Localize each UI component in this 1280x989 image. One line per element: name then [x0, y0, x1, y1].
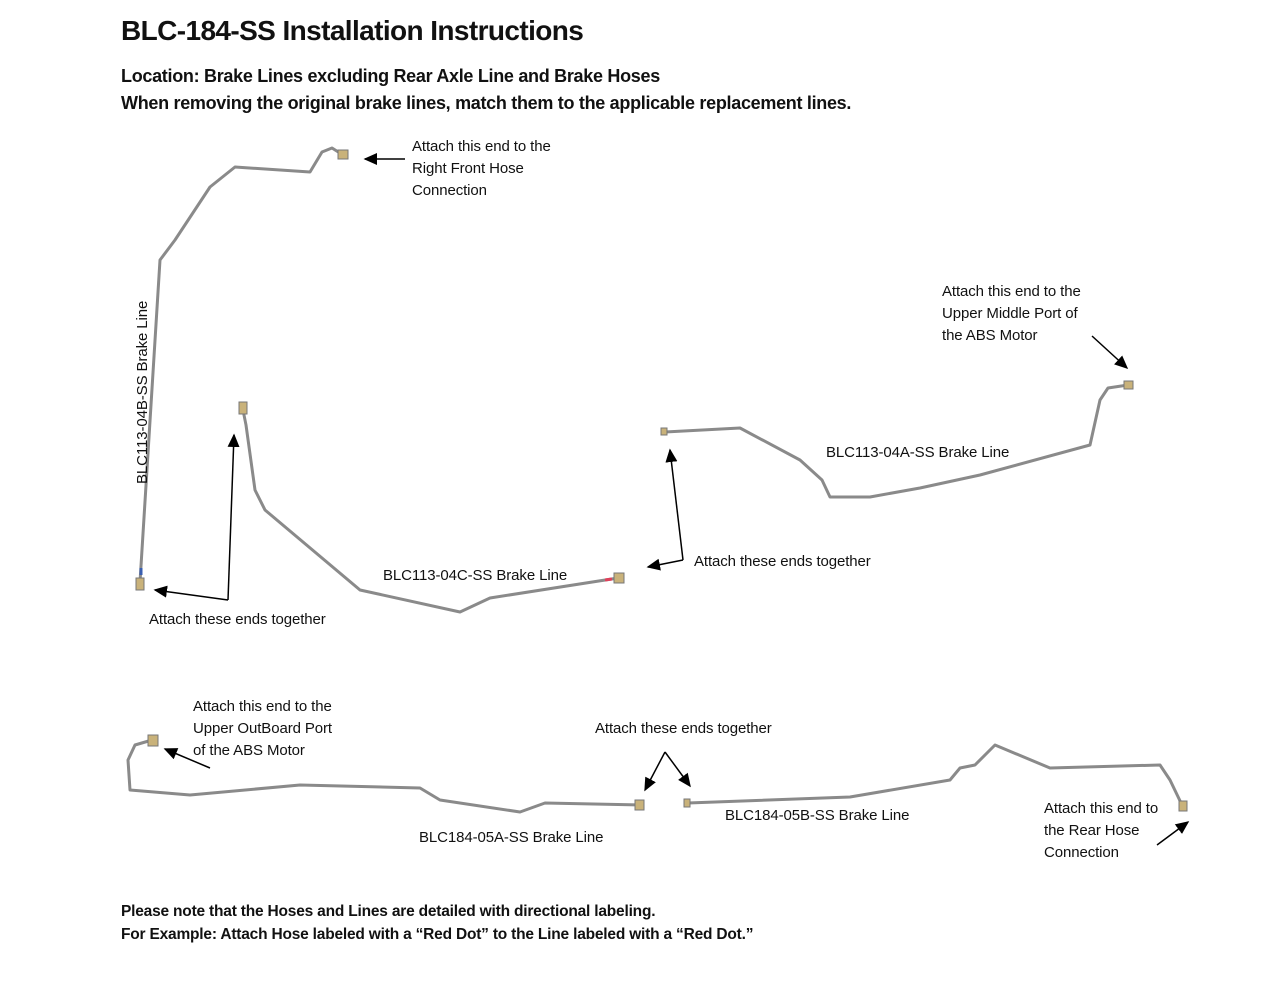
- label-upper-middle: Attach this end to the Upper Middle Port…: [942, 281, 1081, 347]
- label-line: of the ABS Motor: [193, 742, 305, 759]
- label-line: Attach this end to: [1044, 800, 1159, 817]
- label-together-3: Attach these ends together: [595, 720, 772, 737]
- brake-line-04b: [138, 146, 345, 584]
- fitting: [147, 734, 159, 747]
- arrow: [664, 751, 691, 788]
- label-line-05b: BLC184-05B-SS Brake Line: [725, 807, 910, 824]
- arrow: [665, 448, 684, 561]
- note-line-2: For Example: Attach Hose labeled with a …: [121, 926, 754, 943]
- label-line: Right Front Hose: [412, 160, 524, 177]
- page-title: BLC-184-SS Installation Instructions: [121, 15, 584, 46]
- label-line: Upper Middle Port of: [942, 305, 1078, 322]
- label-line: Attach this end to the: [193, 698, 332, 715]
- fitting: [1123, 380, 1134, 390]
- arrow: [1156, 821, 1190, 846]
- fitting: [634, 799, 645, 811]
- brake-line-05b: [686, 743, 1184, 807]
- fitting: [660, 427, 668, 436]
- label-together-2: Attach these ends together: [694, 553, 871, 570]
- brake-line-04c: [241, 408, 620, 614]
- brake-line-05a: [126, 738, 642, 814]
- label-upper-outboard: Attach this end to the Upper OutBoard Po…: [193, 696, 332, 762]
- label-rear-hose: Attach this end to the Rear Hose Connect…: [1044, 798, 1158, 864]
- note-line-1: Please note that the Hoses and Lines are…: [121, 903, 656, 920]
- arrow: [646, 558, 684, 571]
- label-line-05a: BLC184-05A-SS Brake Line: [419, 829, 604, 846]
- arrow: [163, 748, 211, 769]
- arrow: [227, 433, 240, 601]
- label-line: the ABS Motor: [942, 327, 1038, 344]
- brake-line-04a: [663, 383, 1130, 499]
- fitting: [238, 401, 248, 415]
- fitting: [613, 572, 625, 584]
- label-line: Attach this end to the: [942, 283, 1081, 300]
- label-line: the Rear Hose: [1044, 822, 1140, 839]
- label-line: Attach this end to the: [412, 138, 551, 155]
- red-dot-mark: [604, 577, 613, 582]
- label-line: Upper OutBoard Port: [193, 720, 333, 737]
- label-right-front: Attach this end to the Right Front Hose …: [412, 136, 551, 202]
- label-line: Connection: [412, 182, 487, 199]
- label-together-1: Attach these ends together: [149, 611, 326, 628]
- instruction-subtitle: When removing the original brake lines, …: [121, 93, 852, 113]
- fitting: [337, 149, 349, 160]
- arrow: [644, 751, 666, 792]
- label-line-04b: BLC113-04B-SS Brake Line: [134, 300, 151, 484]
- fitting: [683, 798, 691, 808]
- label-line: Connection: [1044, 844, 1119, 861]
- fitting: [1178, 800, 1188, 812]
- label-line-04a: BLC113-04A-SS Brake Line: [826, 444, 1010, 461]
- location-subtitle: Location: Brake Lines excluding Rear Axl…: [121, 66, 660, 86]
- fitting: [135, 577, 145, 591]
- arrow: [153, 585, 229, 601]
- label-line-04c: BLC113-04C-SS Brake Line: [383, 567, 568, 584]
- arrow: [1091, 335, 1129, 370]
